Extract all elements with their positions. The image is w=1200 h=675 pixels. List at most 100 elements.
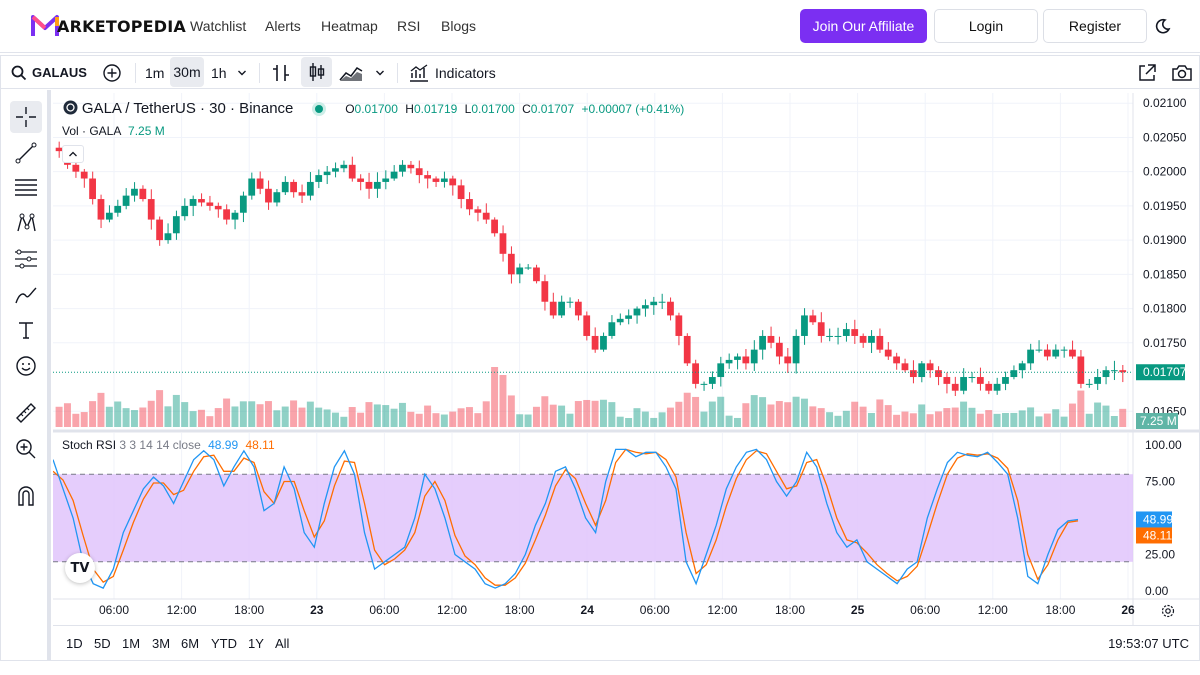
volume-bar: [926, 414, 934, 427]
magnet-tool[interactable]: [10, 480, 42, 512]
candle-body: [223, 209, 230, 220]
candle-body: [1077, 356, 1085, 384]
candle-body: [382, 178, 390, 182]
volume-bar: [231, 406, 239, 427]
volume-bar: [457, 408, 465, 427]
join-affiliate-button[interactable]: Join Our Affiliate: [800, 9, 927, 43]
price-axis-label: 0.02100: [1143, 96, 1187, 110]
nav-rsi[interactable]: RSI: [397, 18, 421, 34]
candle-body: [817, 322, 825, 336]
chart-area[interactable]: 0.02100 0.02050 0.02000 0.01950 0.01900 0.018…: [53, 93, 1199, 660]
pattern-tool[interactable]: [10, 207, 42, 239]
candle-body: [1018, 363, 1026, 371]
interval-dropdown[interactable]: [237, 56, 247, 89]
volume-bar: [281, 406, 289, 427]
stoch-k-line: [53, 448, 1079, 589]
bars-icon: [273, 64, 289, 81]
volume-bar: [474, 413, 482, 427]
nav-heatmap[interactable]: Heatmap: [321, 18, 378, 34]
range-3m[interactable]: 3M: [152, 636, 171, 651]
nav-blogs[interactable]: Blogs: [441, 18, 477, 34]
login-button[interactable]: Login: [934, 9, 1038, 43]
range-1y[interactable]: 1Y: [248, 636, 264, 651]
candle-chart-type-button[interactable]: [301, 57, 332, 87]
volume-bar: [189, 411, 197, 427]
volume-bar: [985, 410, 993, 427]
candle-body: [734, 356, 741, 360]
symbol-search[interactable]: GALAUS: [11, 56, 87, 89]
volume-bar: [331, 412, 339, 427]
volume-bar: [357, 412, 365, 427]
text-tool[interactable]: [10, 314, 42, 346]
close-value: 0.01707: [530, 102, 575, 116]
projection-tool[interactable]: [10, 243, 42, 275]
emoji-tool[interactable]: [10, 350, 42, 382]
area-chart-type-button[interactable]: [339, 56, 363, 89]
interval-1h[interactable]: 1h: [211, 64, 227, 81]
brand-logo[interactable]: ARKETOPEDIA: [31, 13, 186, 39]
bar-chart-type-button[interactable]: [272, 56, 290, 89]
volume-bar: [72, 413, 80, 427]
pattern-icon: [17, 213, 36, 232]
candle-body: [1010, 370, 1018, 378]
register-button[interactable]: Register: [1043, 9, 1147, 43]
volume-bar: [139, 407, 147, 427]
candle-body: [834, 335, 842, 337]
trendline-tool[interactable]: [10, 137, 42, 169]
volume-bar: [566, 413, 574, 427]
candle-body: [1027, 349, 1034, 364]
candle-body: [72, 164, 80, 172]
volume-bar: [223, 398, 231, 427]
nav-watchlist[interactable]: Watchlist: [190, 18, 247, 34]
volume-bar: [214, 408, 222, 427]
indicators-button[interactable]: Indicators: [409, 56, 496, 89]
ruler-tool[interactable]: [10, 397, 42, 429]
range-1d[interactable]: 1D: [66, 636, 83, 651]
chart-canvas[interactable]: 0.02100 0.02050 0.02000 0.01950 0.01900 0.018…: [53, 93, 1199, 625]
crosshair-tool[interactable]: [10, 101, 42, 133]
volume-bar: [206, 416, 214, 427]
volume-bar: [901, 411, 909, 427]
tradingview-logo[interactable]: TV: [65, 553, 95, 583]
volume-bar: [55, 406, 63, 427]
interval-1m[interactable]: 1m: [145, 64, 165, 81]
utc-clock[interactable]: 19:53:07 UTC: [1108, 636, 1189, 651]
nav-alerts[interactable]: Alerts: [265, 18, 301, 34]
fullscreen-button[interactable]: [1137, 56, 1157, 89]
time-axis-label: 18:00: [775, 603, 805, 617]
candle-body: [876, 335, 884, 350]
chart-settings-icon[interactable]: [1161, 604, 1175, 618]
compare-button[interactable]: [102, 56, 122, 89]
change-value: +0.00007 (+0.41%): [581, 102, 685, 116]
range-all[interactable]: All: [275, 636, 290, 651]
time-axis-label: 06:00: [910, 603, 940, 617]
range-1m[interactable]: 1M: [122, 636, 141, 651]
dark-mode-icon[interactable]: [1155, 18, 1171, 34]
brush-tool[interactable]: [10, 279, 42, 311]
range-ytd[interactable]: YTD: [211, 636, 237, 651]
screenshot-button[interactable]: [1171, 56, 1193, 89]
candle-body: [1119, 370, 1127, 373]
fib-tool[interactable]: [10, 172, 42, 204]
interval-30m[interactable]: 30m: [170, 57, 204, 87]
candle-body: [826, 335, 833, 337]
range-5d[interactable]: 5D: [94, 636, 111, 651]
stoch-rsi-legend: Stoch RSI 3 3 14 14 close 48.99 48.11: [62, 438, 275, 452]
candle-body: [750, 349, 758, 364]
price-axis-label: 0.01850: [1143, 267, 1187, 281]
collapse-legend-button[interactable]: [62, 145, 84, 163]
candle-body: [993, 383, 1001, 391]
volume-bar: [507, 395, 515, 427]
high-label: H: [405, 102, 414, 116]
candle-body: [918, 363, 926, 378]
candle-body: [80, 171, 88, 179]
volume-bar: [465, 407, 473, 427]
chart-type-dropdown[interactable]: [375, 56, 385, 89]
volume-bar: [842, 410, 850, 427]
candle-body: [759, 335, 766, 350]
range-6m[interactable]: 6M: [181, 636, 200, 651]
zoom-tool[interactable]: [10, 433, 42, 465]
candle-body: [1002, 377, 1009, 384]
stoch-rsi-title: Stoch RSI: [62, 438, 117, 452]
volume-bar: [759, 397, 767, 427]
